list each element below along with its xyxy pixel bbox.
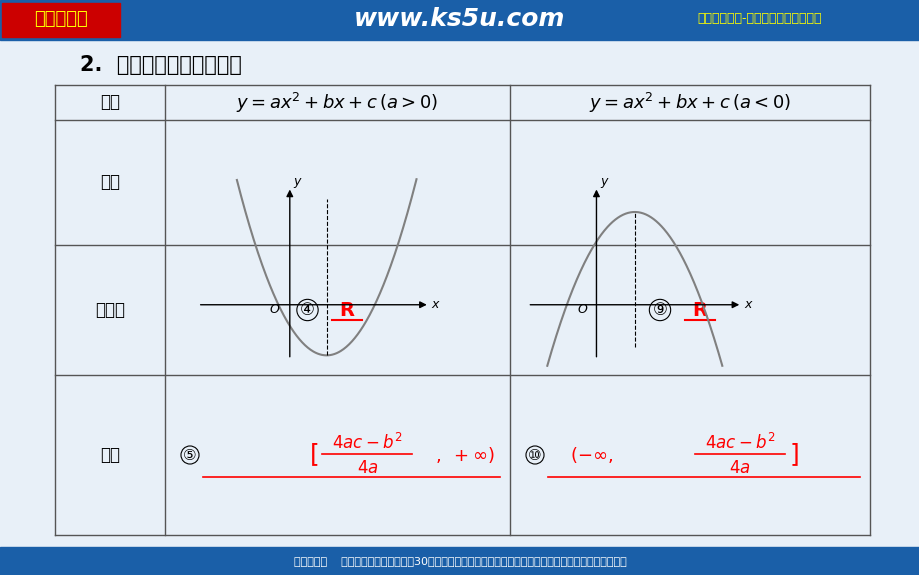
Text: ⑨: ⑨ bbox=[652, 301, 666, 319]
Bar bbox=[0, 0, 919, 40]
Text: $y$: $y$ bbox=[599, 175, 609, 190]
Text: ④: ④ bbox=[300, 301, 314, 319]
Text: $\mathbf{R}$: $\mathbf{R}$ bbox=[339, 301, 356, 320]
Text: 2.  二次函数的图象与性质: 2. 二次函数的图象与性质 bbox=[80, 55, 242, 75]
Text: $]$: $]$ bbox=[789, 442, 798, 469]
Text: $4ac-b^2$: $4ac-b^2$ bbox=[704, 433, 775, 453]
Text: $(-\infty,$: $(-\infty,$ bbox=[570, 445, 612, 465]
Text: 图象: 图象 bbox=[100, 174, 119, 191]
Text: $,\ +\infty)$: $,\ +\infty)$ bbox=[435, 445, 494, 465]
Text: $y=ax^2+bx+c\,(a<0)$: $y=ax^2+bx+c\,(a<0)$ bbox=[588, 90, 790, 114]
Text: $y=ax^2+bx+c\,(a>0)$: $y=ax^2+bx+c\,(a>0)$ bbox=[236, 90, 438, 114]
Text: ⑩: ⑩ bbox=[528, 447, 541, 462]
Text: 函数: 函数 bbox=[100, 94, 119, 112]
Text: $O$: $O$ bbox=[269, 303, 280, 316]
Text: 值域: 值域 bbox=[100, 446, 119, 464]
Text: $x$: $x$ bbox=[431, 298, 441, 311]
Text: 定义域: 定义域 bbox=[95, 301, 125, 319]
Text: 【高考资源网-你身边的高考专家！】: 【高考资源网-你身边的高考专家！】 bbox=[697, 13, 822, 25]
Bar bbox=[2, 3, 119, 37]
Bar bbox=[0, 547, 919, 575]
Text: $4ac-b^2$: $4ac-b^2$ bbox=[332, 433, 403, 453]
Text: ⑤: ⑤ bbox=[183, 447, 197, 462]
Text: $y$: $y$ bbox=[293, 175, 303, 190]
Text: $4a$: $4a$ bbox=[729, 459, 750, 477]
Text: $x$: $x$ bbox=[743, 298, 753, 311]
Text: $4a$: $4a$ bbox=[357, 459, 378, 477]
Text: www.ks5u.com: www.ks5u.com bbox=[354, 7, 565, 31]
Text: 高考资源网: 高考资源网 bbox=[34, 10, 88, 28]
Text: $\mathbf{R}$: $\mathbf{R}$ bbox=[691, 301, 708, 320]
Text: 高考资源网    第一时间更新名校试题，30个省市区资源一网打尽！课件、教案、学案、素材、论文种类齐全。: 高考资源网 第一时间更新名校试题，30个省市区资源一网打尽！课件、教案、学案、素… bbox=[293, 556, 626, 566]
Text: $[$: $[$ bbox=[309, 442, 318, 469]
Text: $O$: $O$ bbox=[577, 303, 588, 316]
